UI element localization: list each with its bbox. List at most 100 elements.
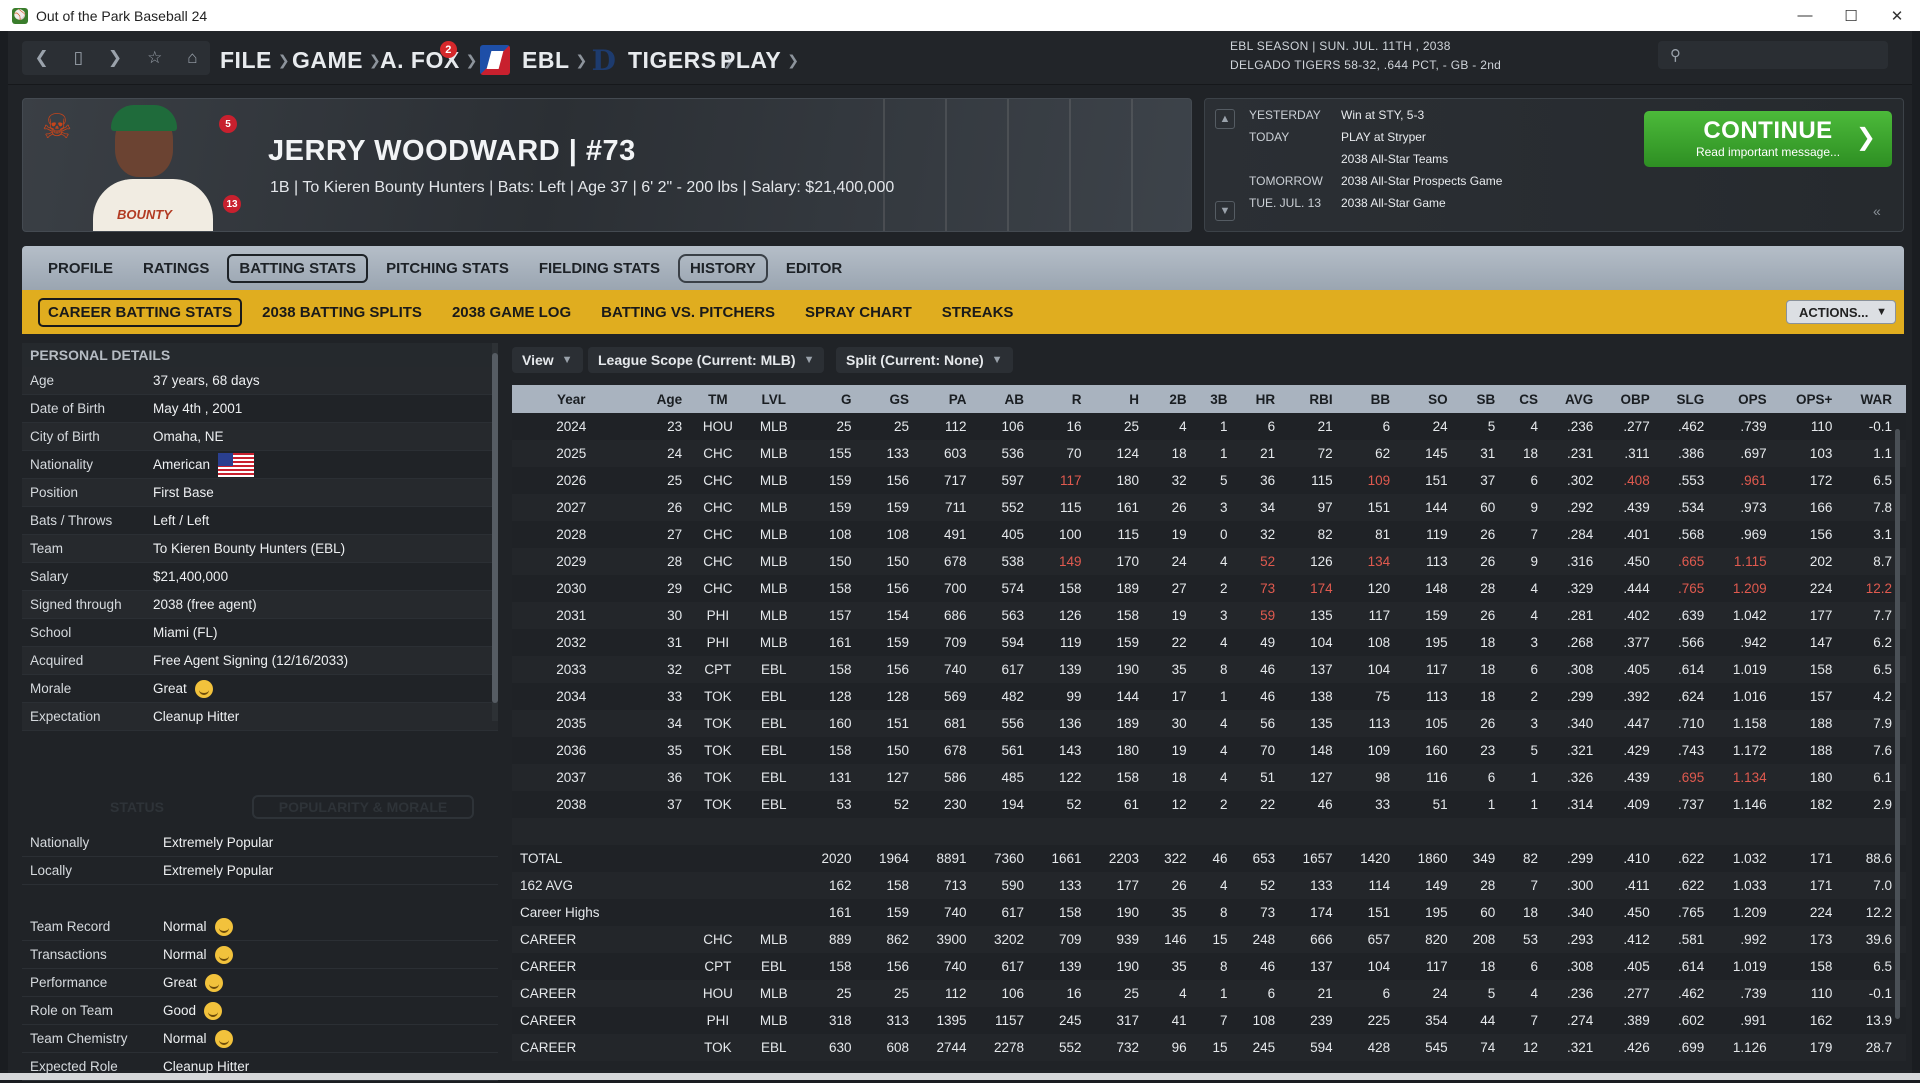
column-header[interactable]: PA [948, 391, 967, 407]
menu-manager[interactable]: A. FOX 2 ❯ [380, 41, 478, 77]
table-cell: 32 [1152, 467, 1201, 494]
table-cell: 174 [1289, 899, 1347, 926]
column-header[interactable]: RBI [1309, 391, 1333, 407]
split-dropdown[interactable]: Split (Current: None) ▼ [836, 347, 1013, 373]
table-row[interactable]: 2034 33 TOK EBL 128 128 569 482 99 144 17 1 46 138 75 1… [512, 683, 1906, 710]
maximize-button[interactable]: ☐ [1844, 7, 1858, 25]
table-row[interactable]: 2025 24 CHC MLB 155 133 603 536 70 124 18 1 21 72 62 14… [512, 440, 1906, 467]
table-cell: MLB [753, 467, 809, 494]
view-dropdown[interactable]: View ▼ [512, 347, 583, 373]
column-header[interactable]: WAR [1860, 391, 1893, 407]
menu-team[interactable]: D TIGERS ❯ [592, 43, 735, 77]
table-row[interactable]: 2032 31 PHI MLB 161 159 709 594 119 159 22 4 49 104 10… [512, 629, 1906, 656]
page-icon[interactable]: ▯ [73, 48, 83, 67]
table-row[interactable]: 2026 25 CHC MLB 159 156 717 597 117 180 32 5 36 115 10… [512, 467, 1906, 494]
column-header[interactable]: G [841, 391, 852, 407]
table-cell: 75 [1346, 683, 1405, 710]
table-cell: 1.032 [1718, 845, 1781, 872]
schedule-down-button[interactable]: ▼ [1215, 201, 1235, 221]
table-cell [644, 1034, 697, 1061]
column-header[interactable]: AVG [1564, 391, 1594, 407]
column-header[interactable]: HR [1255, 391, 1276, 407]
tab-pitching-stats[interactable]: PITCHING STATS [386, 259, 509, 277]
tab-batting-splits[interactable]: 2038 BATTING SPLITS [262, 303, 422, 321]
column-header[interactable]: 2B [1169, 391, 1187, 407]
column-header[interactable]: OPS [1738, 391, 1767, 407]
close-button[interactable]: ✕ [1890, 7, 1904, 25]
collapse-icon[interactable]: « [1873, 203, 1881, 219]
column-header[interactable]: OBP [1620, 391, 1650, 407]
column-header[interactable]: AB [1004, 391, 1025, 407]
column-header[interactable]: GS [889, 391, 910, 407]
search-input[interactable]: ⚲ [1658, 41, 1888, 69]
table-cell: 2027 [512, 494, 645, 521]
tab-status[interactable]: STATUS [110, 799, 164, 815]
table-cell: 46 [1200, 845, 1242, 872]
table-row[interactable]: 2024 23 HOU MLB 25 25 112 106 16 25 4 1 6 21 6 24 5 4.236… [512, 413, 1906, 440]
column-header[interactable]: LVL [761, 391, 787, 407]
sub-tabs: CAREER BATTING STATS 2038 BATTING SPLITS… [22, 290, 1904, 334]
table-row[interactable]: 2037 36 TOK EBL 131 127 586 485 122 158 18 4 51 127 98… [512, 764, 1906, 791]
table-cell: .314 [1552, 791, 1608, 818]
schedule-up-button[interactable]: ▲ [1215, 109, 1235, 129]
forward-icon[interactable]: ❯ [107, 48, 123, 67]
table-cell: .231 [1552, 440, 1608, 467]
menu-league[interactable]: EBL ❯ [480, 43, 588, 77]
table-row[interactable]: 2028 27 CHC MLB 108 108 491 405 100 115 19 0 32 82 81 1… [512, 521, 1906, 548]
table-cell: TOK [696, 791, 754, 818]
table-scrollbar[interactable] [1892, 415, 1904, 1035]
table-cell: 147 [1780, 629, 1847, 656]
tab-ratings[interactable]: RATINGS [143, 259, 210, 277]
column-header[interactable]: SO [1428, 391, 1448, 407]
menu-file[interactable]: FILE ❯ [220, 43, 290, 77]
table-row[interactable]: 2038 37 TOK EBL 53 52 230 194 52 61 12 2 22 46 33 51 1 1.… [512, 791, 1906, 818]
table-row[interactable]: 2029 28 CHC MLB 150 150 678 538 149 170 24 4 52 126 13… [512, 548, 1906, 575]
league-scope-dropdown[interactable]: League Scope (Current: MLB) ▼ [588, 347, 825, 373]
minimize-button[interactable]: — [1797, 7, 1813, 24]
column-header[interactable]: BB [1370, 391, 1391, 407]
table-row[interactable]: 2035 34 TOK EBL 160 151 681 556 136 189 30 4 56 135 11… [512, 710, 1906, 737]
tab-editor[interactable]: EDITOR [785, 259, 843, 277]
table-row[interactable]: 2030 29 CHC MLB 158 156 700 574 158 189 27 2 73 174 12… [512, 575, 1906, 602]
back-icon[interactable]: ❮ [34, 48, 49, 67]
menu-game[interactable]: GAME ❯ [292, 43, 381, 77]
scrollbar[interactable] [492, 343, 498, 721]
actions-button[interactable]: ACTIONS... ▼ [1786, 300, 1896, 324]
column-header[interactable]: SLG [1676, 391, 1705, 407]
tab-batting-vs-pitchers[interactable]: BATTING VS. PITCHERS [601, 303, 776, 321]
tab-popularity-morale[interactable]: POPULARITY & MORALE [252, 795, 474, 819]
column-header[interactable]: OPS+ [1796, 391, 1833, 407]
tab-history[interactable]: HISTORY [677, 253, 768, 283]
menu-play[interactable]: PLAY ❯ [720, 43, 799, 77]
star-icon[interactable]: ☆ [147, 48, 163, 67]
table-cell: 1.016 [1718, 683, 1781, 710]
column-header[interactable]: 3B [1210, 391, 1228, 407]
home-icon[interactable]: ⌂ [187, 48, 198, 67]
table-cell: 25 [865, 980, 924, 1007]
tab-batting-stats[interactable]: BATTING STATS [227, 253, 369, 283]
column-header[interactable]: R [1071, 391, 1082, 407]
table-row[interactable]: 2031 30 PHI MLB 157 154 686 563 126 158 19 3 59 135 11… [512, 602, 1906, 629]
column-header[interactable]: Age [656, 391, 683, 407]
table-cell: 25 [865, 413, 924, 440]
tab-profile[interactable]: PROFILE [48, 259, 114, 277]
table-cell: .973 [1718, 494, 1781, 521]
continue-button[interactable]: CONTINUE Read important message... ❯ [1644, 111, 1892, 167]
tab-streaks[interactable]: STREAKS [941, 303, 1014, 321]
column-header[interactable]: Year [557, 391, 586, 407]
column-header[interactable]: TM [708, 391, 728, 407]
tab-spray-chart[interactable]: SPRAY CHART [805, 303, 912, 321]
table-cell: 158 [808, 656, 866, 683]
tab-fielding-stats[interactable]: FIELDING STATS [538, 259, 660, 277]
table-row[interactable]: 2036 35 TOK EBL 158 150 678 561 143 180 19 4 70 148 10… [512, 737, 1906, 764]
table-row[interactable]: 2027 26 CHC MLB 159 159 711 552 115 161 26 3 34 97 151… [512, 494, 1906, 521]
table-cell: 9 [1509, 548, 1553, 575]
tab-game-log[interactable]: 2038 GAME LOG [451, 303, 572, 321]
table-cell: 156 [865, 656, 924, 683]
column-header[interactable]: SB [1476, 391, 1496, 407]
table-row[interactable]: 2033 32 CPT EBL 158 156 740 617 139 190 35 8 46 137 10… [512, 656, 1906, 683]
tab-career-batting-stats[interactable]: CAREER BATTING STATS [38, 297, 243, 327]
column-header[interactable]: H [1129, 391, 1139, 407]
column-header[interactable]: CS [1519, 391, 1539, 407]
table-cell: .462 [1663, 413, 1719, 440]
